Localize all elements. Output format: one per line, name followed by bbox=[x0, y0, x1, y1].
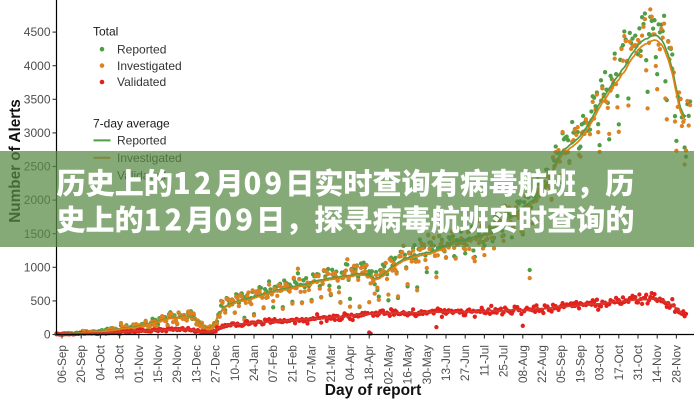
svg-text:19-Sep: 19-Sep bbox=[573, 345, 587, 383]
svg-text:10-Jan: 10-Jan bbox=[228, 345, 242, 381]
svg-text:1000: 1000 bbox=[24, 260, 51, 274]
svg-text:Total: Total bbox=[93, 25, 118, 39]
svg-text:3500: 3500 bbox=[24, 92, 51, 106]
svg-text:15-Nov: 15-Nov bbox=[151, 345, 165, 383]
svg-text:18-Apr: 18-Apr bbox=[362, 345, 376, 380]
svg-text:17-Oct: 17-Oct bbox=[612, 344, 626, 380]
svg-text:02-May: 02-May bbox=[381, 345, 395, 384]
svg-text:25-Jul: 25-Jul bbox=[497, 345, 511, 377]
svg-text:3000: 3000 bbox=[24, 126, 51, 140]
svg-text:07-Feb: 07-Feb bbox=[266, 345, 280, 383]
svg-text:Reported: Reported bbox=[117, 134, 166, 148]
svg-text:11-Jul: 11-Jul bbox=[477, 345, 491, 376]
svg-text:Day of report: Day of report bbox=[325, 382, 421, 399]
svg-text:500: 500 bbox=[30, 294, 50, 308]
svg-text:20-Sep: 20-Sep bbox=[74, 345, 88, 383]
svg-text:04-Oct: 04-Oct bbox=[93, 344, 107, 380]
svg-text:31-Oct: 31-Oct bbox=[631, 344, 645, 380]
svg-text:24-Jan: 24-Jan bbox=[247, 345, 261, 381]
svg-text:22-Aug: 22-Aug bbox=[535, 345, 549, 383]
svg-text:21-Feb: 21-Feb bbox=[285, 345, 299, 383]
svg-text:08-Aug: 08-Aug bbox=[516, 345, 530, 383]
svg-text:27-Jun: 27-Jun bbox=[458, 345, 472, 381]
svg-text:4500: 4500 bbox=[24, 25, 51, 39]
svg-text:28-Nov: 28-Nov bbox=[669, 345, 683, 383]
svg-text:06-Sep: 06-Sep bbox=[55, 345, 69, 383]
svg-text:18-Oct: 18-Oct bbox=[113, 344, 127, 380]
svg-text:13-Dec: 13-Dec bbox=[189, 345, 203, 383]
svg-text:27-Dec: 27-Dec bbox=[209, 345, 223, 383]
svg-text:Validated: Validated bbox=[117, 75, 166, 89]
svg-text:29-Nov: 29-Nov bbox=[170, 345, 184, 383]
svg-text:Investigated: Investigated bbox=[117, 59, 182, 73]
svg-text:05-Sep: 05-Sep bbox=[554, 345, 568, 383]
svg-text:13-Jun: 13-Jun bbox=[439, 345, 453, 381]
svg-text:04-Apr: 04-Apr bbox=[343, 345, 357, 380]
svg-text:30-May: 30-May bbox=[420, 345, 434, 384]
svg-text:4000: 4000 bbox=[24, 59, 51, 73]
svg-text:03-Oct: 03-Oct bbox=[593, 344, 607, 380]
svg-text:7-day average: 7-day average bbox=[93, 117, 170, 131]
svg-text:21-Mar: 21-Mar bbox=[324, 345, 338, 382]
svg-text:14-Nov: 14-Nov bbox=[650, 345, 664, 383]
svg-text:01-Nov: 01-Nov bbox=[132, 345, 146, 383]
svg-text:0: 0 bbox=[44, 328, 51, 342]
svg-text:07-Mar: 07-Mar bbox=[305, 345, 319, 382]
svg-text:Reported: Reported bbox=[117, 42, 166, 56]
svg-text:16-May: 16-May bbox=[401, 345, 415, 384]
